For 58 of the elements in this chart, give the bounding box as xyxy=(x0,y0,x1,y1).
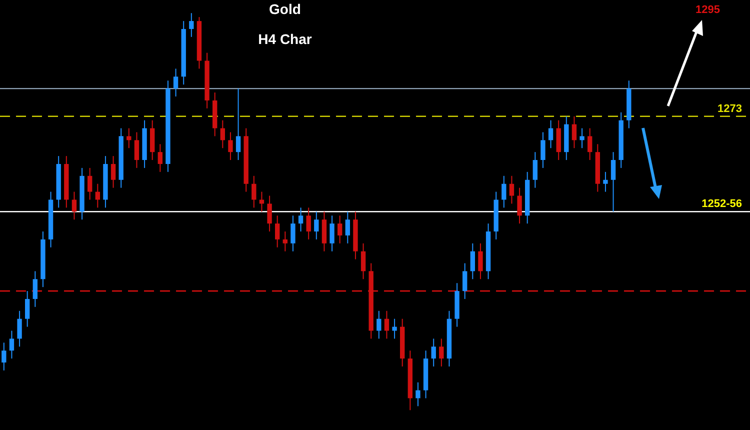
candlestick xyxy=(384,310,390,340)
candlestick xyxy=(275,215,280,248)
candlestick xyxy=(306,207,311,240)
annotation: 1295 xyxy=(696,4,720,16)
candlestick xyxy=(416,382,420,407)
candlestick xyxy=(330,215,334,252)
candlestick xyxy=(462,262,468,300)
candlestick xyxy=(603,171,608,192)
candlestick xyxy=(338,215,342,244)
candlestick xyxy=(376,310,382,340)
candlestick xyxy=(95,183,100,208)
candlestick xyxy=(610,152,616,212)
candlestick xyxy=(9,330,14,360)
candlestick xyxy=(126,128,132,149)
candlestick xyxy=(236,88,241,161)
candlestick xyxy=(509,175,514,204)
candlestick xyxy=(252,175,256,208)
candlestick xyxy=(431,338,436,367)
candlestick xyxy=(532,152,538,188)
candlestick xyxy=(17,310,22,348)
candlestick xyxy=(478,242,483,280)
candlestick xyxy=(88,167,92,200)
candlestick xyxy=(158,144,162,172)
candlestick xyxy=(72,191,77,220)
candlestick xyxy=(580,128,584,149)
candlestick xyxy=(517,187,522,224)
candlestick xyxy=(345,211,350,244)
candlestick xyxy=(572,116,577,149)
candlestick xyxy=(502,175,506,208)
annotation: 1252-56 xyxy=(702,198,742,210)
candlestick xyxy=(548,120,554,149)
candlestick xyxy=(189,12,194,38)
candlestick xyxy=(588,128,592,161)
candlestick xyxy=(259,191,264,212)
candlestick xyxy=(2,342,6,371)
candlestick xyxy=(290,215,296,252)
text: H4 Char xyxy=(257,31,313,47)
candlestick xyxy=(110,156,116,188)
candlestick xyxy=(470,242,475,280)
chart-title: Gold xyxy=(268,1,302,17)
candlestick xyxy=(282,230,288,252)
candlestick xyxy=(32,270,38,308)
candlestick xyxy=(314,211,319,240)
candlestick xyxy=(298,207,304,232)
candlestick xyxy=(267,195,272,232)
candlestick xyxy=(228,132,233,161)
annotation: 1273 xyxy=(718,102,742,115)
candlestick xyxy=(322,211,327,252)
candlestick xyxy=(173,68,178,97)
candlestick xyxy=(134,132,140,168)
candlestick xyxy=(439,338,444,367)
candlestick xyxy=(556,120,561,161)
candlestick xyxy=(25,290,30,328)
candlestick xyxy=(150,120,155,161)
candlestick xyxy=(392,318,397,340)
candlestick xyxy=(540,132,546,168)
candlestick xyxy=(220,120,225,149)
candlestick xyxy=(360,242,366,280)
